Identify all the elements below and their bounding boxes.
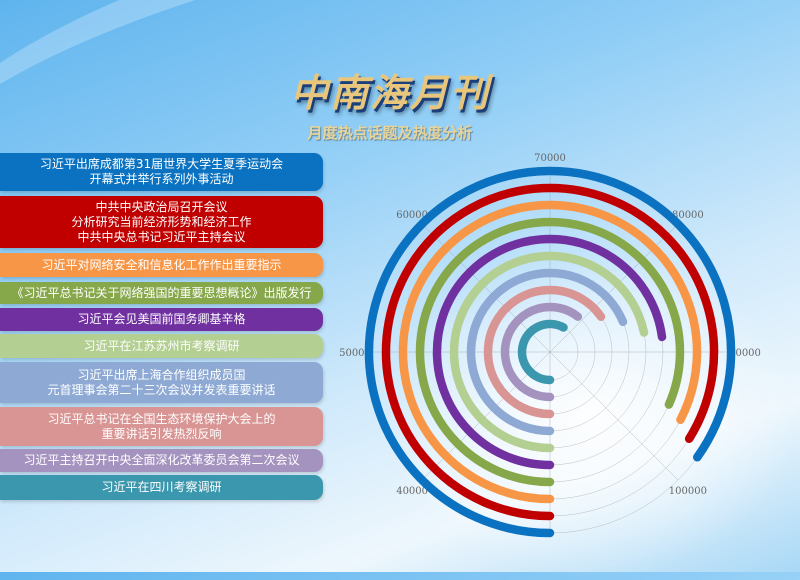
angular-tick-label: 80000: [672, 210, 704, 221]
category-label: 习近平总书记在全国生态环境保护大会上的 重要讲话引发热烈反响: [0, 407, 323, 446]
radial-bar: [449, 251, 649, 453]
radial-bar: [500, 302, 583, 402]
angular-tick-label: 100000: [669, 486, 707, 497]
radial-bar: [364, 166, 736, 538]
angular-tick-label: 40000: [396, 486, 428, 497]
grid-spoke: [549, 351, 679, 481]
radial-bar: [517, 319, 568, 385]
category-label: 《习近平总书记关于网络强国的重要思想概论》出版发行: [0, 282, 323, 304]
angular-tick-label: 60000: [396, 210, 428, 221]
category-label: 习近平会见美国前国务卿基辛格: [0, 308, 323, 331]
radial-bar: [415, 217, 685, 487]
radial-bar: [483, 285, 606, 419]
page-subtitle: 月度热点话题及热度分析: [307, 124, 473, 142]
radial-bar: [432, 234, 667, 470]
category-label: 习近平对网络安全和信息化工作作出重要指示: [0, 253, 323, 277]
radial-bar: [398, 200, 702, 504]
angular-tick-label: 90000: [729, 348, 761, 359]
page-title: 中南海月刊: [289, 71, 490, 115]
radial-bar: [466, 268, 628, 436]
category-label: 习近平在江苏苏州市考察调研: [0, 334, 323, 358]
category-label: 中共中央政治局召开会议 分析研究当前经济形势和经济工作 中共中央总书记习近平主持…: [0, 196, 323, 248]
category-label: 习近平在四川考察调研: [0, 475, 323, 500]
radial-bar: [381, 183, 719, 521]
category-label: 习近平主持召开中央全面深化改革委员会第二次会议: [0, 449, 323, 472]
category-label: 习近平出席上海合作组织成员国 元首理事会第二十三次会议并发表重要讲话: [0, 362, 323, 403]
angular-tick-label: 70000: [534, 153, 566, 164]
category-label: 习近平出席成都第31届世界大学生夏季运动会 开幕式并举行系列外事活动: [0, 153, 323, 191]
angular-tick-label: 50000: [339, 348, 371, 359]
